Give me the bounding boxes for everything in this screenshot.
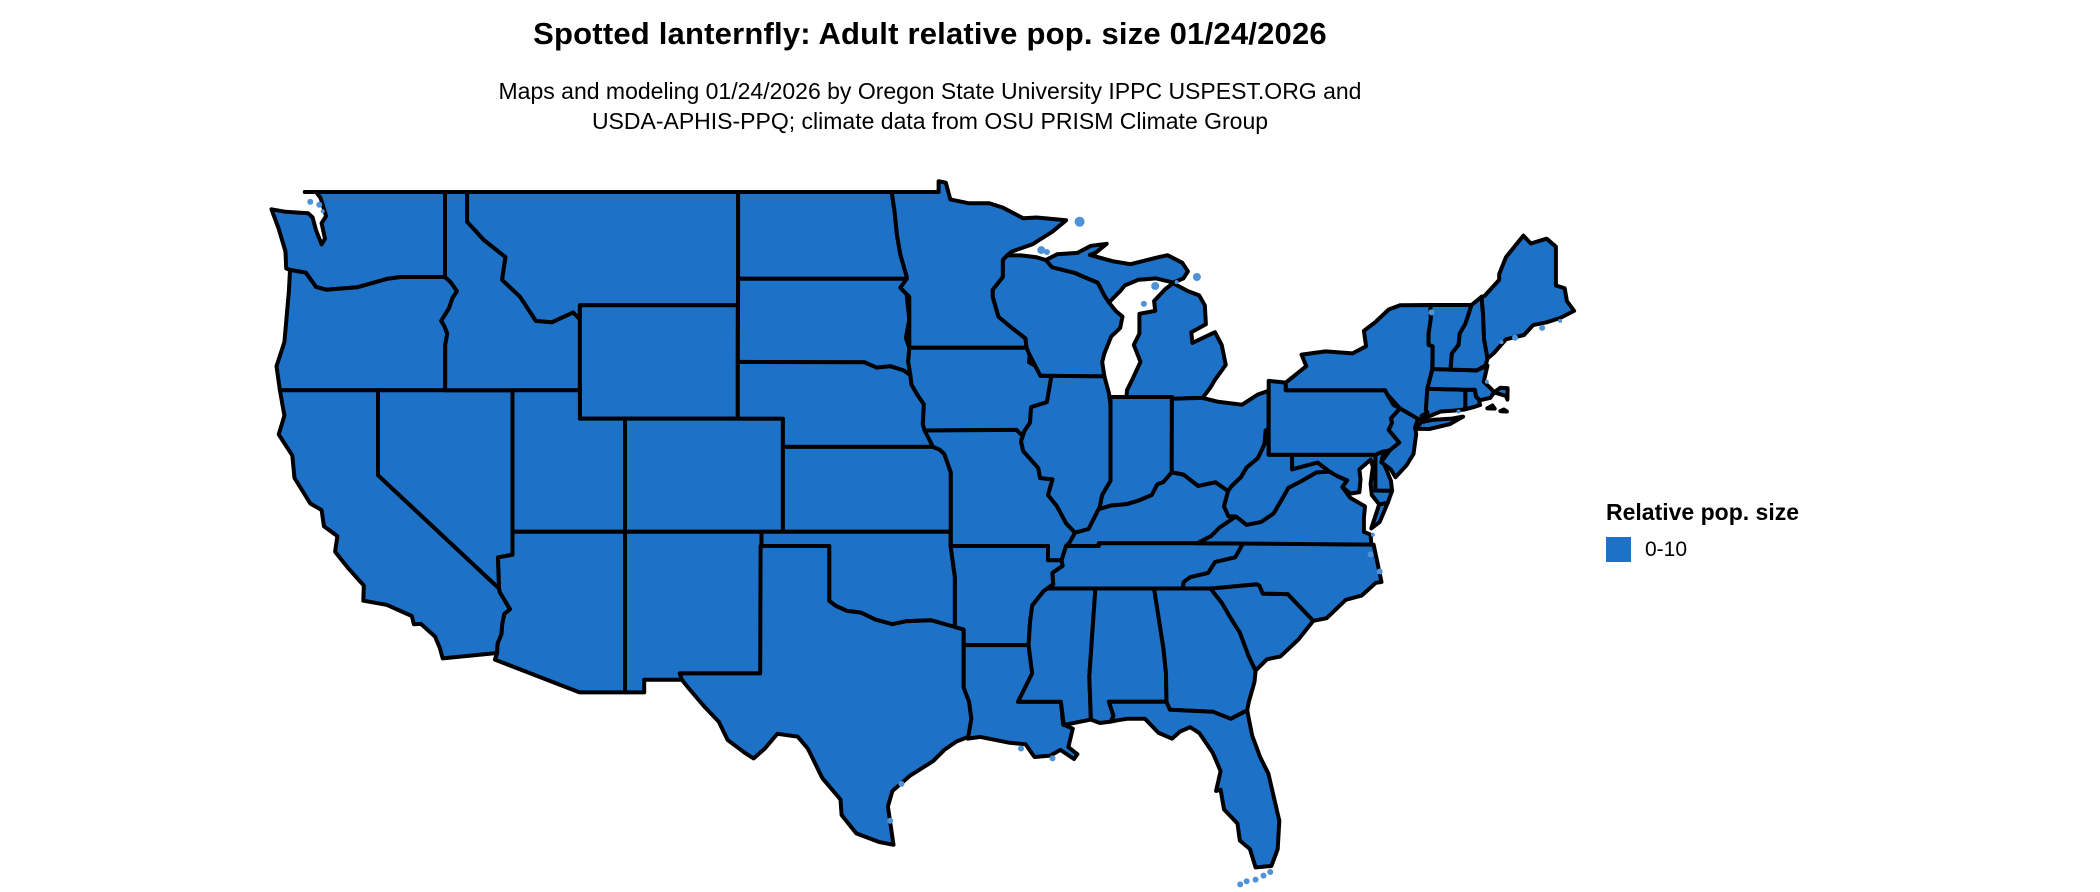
coastal-islet [898,780,905,787]
coastal-islet [1260,872,1267,879]
coastal-islet [1267,869,1274,875]
coastal-islet [1370,532,1375,537]
legend-swatch [1606,537,1631,562]
coastal-islet [1243,878,1250,885]
coastal-islet [1140,300,1147,307]
coastal-islet [1512,334,1518,341]
state-north-dakota [736,190,909,281]
state-wyoming [577,303,740,421]
coastal-islet [1558,318,1563,323]
coastal-islet [1049,755,1056,762]
page-title: Spotted lanternfly: Adult relative pop. … [533,16,1327,51]
state-north-carolina [1180,541,1384,623]
coastal-islet [1037,246,1046,255]
coastal-islet [1376,568,1383,575]
state-florida [1106,699,1282,870]
state-nantucket [1498,407,1509,414]
state-maryland [1290,452,1395,507]
coastal-islet [307,198,314,205]
state-long-island [1413,414,1466,431]
coastal-islet [1539,324,1546,331]
coastal-islet [1237,881,1244,888]
state-new-mexico [623,529,764,695]
coastal-islet [1484,379,1489,384]
state-texas [677,544,974,847]
state-massachusetts [1425,363,1510,403]
state-marthas-vineyard [1485,403,1497,411]
state-connecticut [1419,386,1468,422]
coastal-islet [1043,249,1050,255]
state-colorado [623,416,785,534]
coastal-islet [1456,409,1461,414]
state-maine [1479,233,1577,361]
state-oregon [274,267,459,393]
coastal-islet [1074,216,1085,227]
state-michigan-upper [1043,241,1190,305]
legend-item-label: 0-10 [1645,537,1688,561]
coastal-islet [1192,273,1201,281]
coastal-islet [320,209,325,214]
coastal-islet [1367,551,1374,558]
coastal-islet [316,201,323,208]
legend: Relative pop. size 0-10 [1606,499,1799,562]
coastal-islet [887,817,894,824]
state-arizona [492,529,627,695]
state-michigan-lower [1124,281,1228,401]
state-kansas [780,444,953,534]
coastal-islet [1252,876,1259,883]
legend-item: 0-10 [1606,537,1799,562]
state-virginia-eastern-shore [1369,500,1390,531]
subtitle-line-1: Maps and modeling 01/24/2026 by Oregon S… [498,78,1362,104]
coastal-islet [1174,280,1179,285]
page-subtitle: Maps and modeling 01/24/2026 by Oregon S… [0,76,1860,136]
coastal-islet [1018,745,1024,752]
legend-items: 0-10 [1606,537,1799,562]
coastal-islet [1428,309,1435,316]
subtitle-line-2: USDA-APHIS-PPQ; climate data from OSU PR… [591,108,1269,134]
coastal-islet [1151,282,1160,290]
legend-title: Relative pop. size [1606,499,1800,525]
coastal-islet [1499,340,1504,345]
